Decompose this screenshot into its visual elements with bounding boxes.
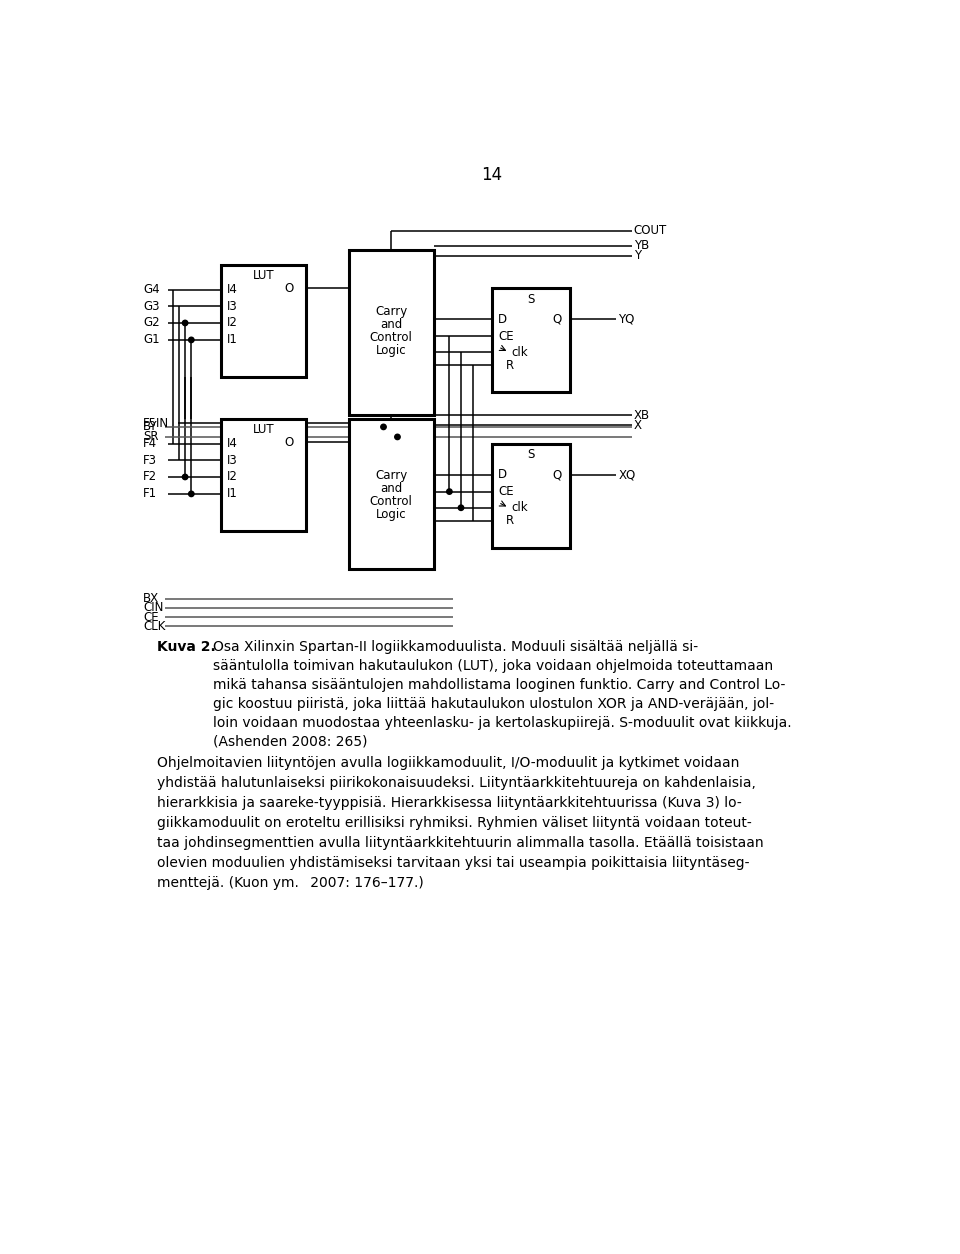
Text: XQ: XQ [618, 468, 636, 482]
Text: BX: BX [143, 592, 159, 606]
Text: 14: 14 [481, 166, 503, 184]
Text: Q: Q [552, 468, 562, 482]
Circle shape [458, 505, 464, 510]
Circle shape [446, 489, 452, 494]
Text: I2: I2 [227, 470, 238, 484]
Circle shape [188, 492, 194, 497]
Text: F1: F1 [143, 488, 157, 500]
Text: X: X [634, 419, 642, 431]
Text: I3: I3 [227, 454, 238, 466]
Text: and: and [380, 482, 402, 494]
Circle shape [188, 337, 194, 342]
Bar [492, 444, 569, 548]
Text: Carry: Carry [375, 305, 407, 317]
Text: XB: XB [634, 409, 650, 421]
Text: Logic: Logic [376, 508, 407, 520]
Bar [221, 419, 306, 530]
Text: O: O [284, 282, 294, 295]
Text: BY: BY [143, 420, 157, 434]
Bar [348, 419, 434, 569]
Text: O: O [284, 436, 294, 449]
Text: F5IN: F5IN [143, 416, 169, 430]
Text: CE: CE [498, 485, 514, 498]
Bar [221, 265, 306, 377]
Text: CE: CE [498, 330, 514, 342]
Text: Control: Control [370, 495, 413, 508]
Text: LUT: LUT [252, 424, 275, 436]
Text: F3: F3 [143, 454, 157, 466]
Text: Control: Control [370, 331, 413, 344]
Text: Osa Xilinxin Spartan-II logiikkamoduulista. Moduuli sisältää neljällä si-
sääntu: Osa Xilinxin Spartan-II logiikkamoduulis… [213, 641, 792, 749]
Text: F2: F2 [143, 470, 157, 484]
Text: CLK: CLK [143, 619, 166, 633]
Text: I4: I4 [227, 283, 238, 296]
Text: F4: F4 [143, 438, 157, 450]
Text: R: R [506, 359, 514, 371]
Circle shape [182, 474, 188, 480]
Text: I3: I3 [227, 300, 238, 312]
Bar [348, 250, 434, 415]
Text: G2: G2 [143, 316, 160, 330]
Text: LUT: LUT [252, 270, 275, 282]
Text: Q: Q [552, 312, 562, 326]
Text: CIN: CIN [143, 602, 163, 614]
Text: COUT: COUT [634, 224, 667, 237]
Text: and: and [380, 317, 402, 331]
Bar [492, 288, 569, 393]
Text: G3: G3 [143, 300, 159, 312]
Text: YQ: YQ [618, 312, 635, 326]
Text: D: D [498, 312, 507, 326]
Text: D: D [498, 468, 507, 482]
Text: S: S [527, 292, 535, 306]
Text: Carry: Carry [375, 469, 407, 482]
Circle shape [381, 424, 386, 430]
Text: clk: clk [512, 502, 528, 514]
Circle shape [395, 434, 400, 440]
Text: S: S [527, 448, 535, 461]
Text: YB: YB [634, 240, 649, 252]
Circle shape [182, 320, 188, 326]
Text: Y: Y [634, 250, 641, 262]
Text: I1: I1 [227, 488, 238, 500]
Text: Logic: Logic [376, 344, 407, 357]
Text: clk: clk [512, 346, 528, 359]
Text: I4: I4 [227, 438, 238, 450]
Text: CE: CE [143, 611, 158, 623]
Text: I1: I1 [227, 334, 238, 346]
Text: SR: SR [143, 430, 158, 444]
Text: Kuva 2.: Kuva 2. [157, 641, 216, 655]
Text: G1: G1 [143, 334, 160, 346]
Text: R: R [506, 514, 514, 528]
Text: Ohjelmoitavien liityntöjen avulla logiikkamoduulit, I/O-moduulit ja kytkimet voi: Ohjelmoitavien liityntöjen avulla logiik… [157, 756, 764, 890]
Text: I2: I2 [227, 316, 238, 330]
Text: G4: G4 [143, 283, 160, 296]
